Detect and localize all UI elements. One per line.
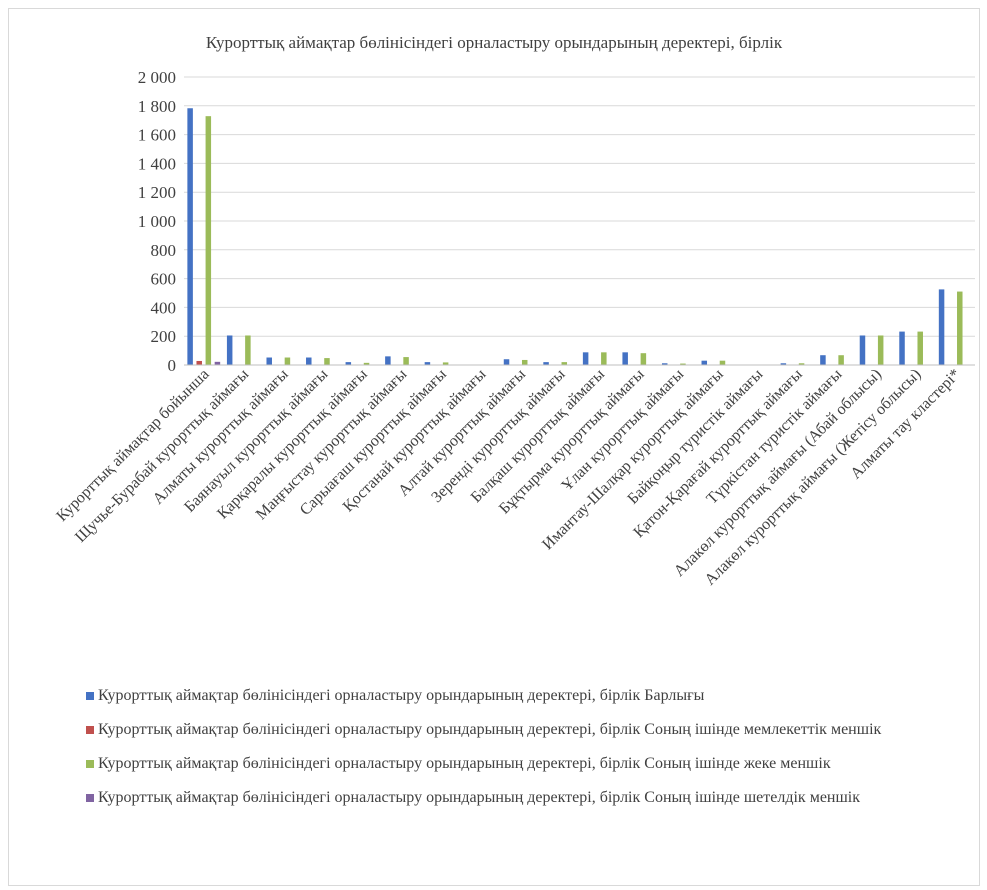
bar (582, 352, 589, 365)
bar (798, 363, 805, 365)
bar (284, 357, 291, 365)
bar (838, 355, 844, 365)
y-axis-ticks: 0 200 400 600 800 1 000 1 200 1 400 1 600 1 800 2 … (138, 68, 176, 375)
bar (442, 362, 449, 365)
bar (196, 360, 202, 365)
bar (214, 361, 221, 365)
legend-label: Курорттық аймақтар бөлінісіндегі орналас… (98, 755, 831, 772)
bar (543, 362, 549, 365)
legend-item: Курорттық аймақтар бөлінісіндегі орналас… (84, 787, 944, 808)
bar (899, 331, 905, 365)
bar (245, 335, 251, 365)
legend-swatch (86, 760, 94, 768)
bar-chart: Курорттық аймақтар бөлінісіндегі орналас… (53, 33, 975, 589)
bar (226, 335, 233, 365)
y-tick-label: 0 (168, 356, 177, 375)
bar (561, 362, 568, 365)
y-tick-label: 1 800 (138, 97, 176, 116)
y-tick-label: 1 400 (138, 154, 176, 173)
y-tick-label: 600 (151, 270, 177, 289)
y-tick-label: 400 (151, 298, 177, 317)
legend-swatch (86, 692, 94, 700)
bar (601, 352, 607, 365)
bar (640, 353, 647, 365)
bar (363, 362, 370, 365)
bar (877, 335, 884, 365)
bar (820, 355, 826, 365)
chart-frame (8, 8, 980, 886)
bar (187, 108, 193, 366)
legend-item: Курорттық аймақтар бөлінісіндегі орналас… (84, 685, 944, 706)
legend-item: Курорттық аймақтар бөлінісіндегі орналас… (84, 753, 944, 774)
bar (521, 359, 528, 365)
legend-label: Курорттық аймақтар бөлінісіндегі орналас… (98, 721, 882, 738)
bar (917, 331, 923, 365)
bar (859, 335, 866, 365)
y-tick-label: 1 600 (138, 126, 176, 145)
bar (680, 363, 686, 365)
bar (622, 352, 628, 365)
bar (403, 357, 409, 365)
legend-swatch (86, 726, 94, 734)
bars (187, 108, 963, 366)
bar (424, 362, 431, 365)
y-tick-label: 1 200 (138, 183, 176, 202)
chart-title: Курорттық аймақтар бөлінісіндегі орналас… (206, 33, 783, 52)
bar (938, 289, 945, 365)
y-tick-label: 800 (151, 241, 177, 260)
legend-item: Курорттық аймақтар бөлінісіндегі орналас… (84, 719, 944, 740)
bar (306, 357, 312, 365)
y-tick-label: 200 (151, 327, 177, 346)
legend: Курорттық аймақтар бөлінісіндегі орналас… (84, 685, 944, 821)
legend-label: Курорттық аймақтар бөлінісіндегі орналас… (98, 687, 705, 704)
legend-label: Курорттық аймақтар бөлінісіндегі орналас… (98, 789, 861, 806)
bar (719, 360, 726, 365)
legend-swatch (86, 794, 94, 802)
bar (385, 356, 391, 365)
bar (780, 363, 787, 365)
y-tick-label: 2 000 (138, 68, 176, 87)
bar (266, 357, 272, 365)
gridlines (184, 76, 975, 337)
bar (205, 116, 212, 365)
y-tick-label: 1 000 (138, 212, 176, 231)
x-axis-labels: Курорттық аймақтар бойыншаЩучье-Бурабай … (53, 366, 964, 589)
bar (661, 363, 668, 365)
bar (701, 360, 708, 365)
bar (957, 291, 963, 365)
bar (324, 358, 330, 365)
bar (345, 362, 352, 365)
bar (503, 359, 510, 365)
